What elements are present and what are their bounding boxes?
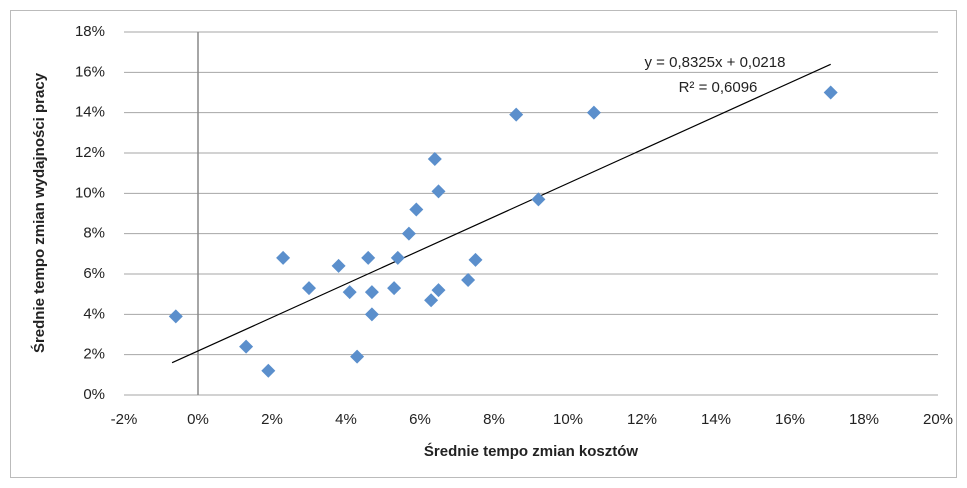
point (424, 293, 439, 308)
x-tick-label: -2% (111, 411, 138, 428)
point (509, 107, 524, 122)
x-tick-label: 20% (923, 411, 953, 428)
point (409, 202, 424, 217)
x-tick-label: 10% (553, 411, 583, 428)
x-tick-label: 2% (261, 411, 283, 428)
x-tick-label: 18% (849, 411, 879, 428)
r-squared: R² = 0,6096 (679, 79, 758, 96)
point (390, 250, 405, 265)
x-tick-label: 14% (701, 411, 731, 428)
y-tick-label: 2% (83, 346, 105, 363)
x-tick-label: 8% (483, 411, 505, 428)
y-axis-label: Średnie tempo zmian wydajności pracy (30, 72, 48, 353)
trend-equation: y = 0,8325x + 0,0218 (645, 54, 786, 71)
point (361, 250, 376, 265)
point (168, 309, 183, 324)
point (531, 192, 546, 207)
point (364, 285, 379, 300)
point (401, 226, 416, 241)
point (302, 281, 316, 296)
point (364, 307, 379, 322)
point (387, 281, 402, 296)
point (823, 85, 838, 100)
x-tick-label: 12% (627, 411, 657, 428)
x-tick-label: 4% (335, 411, 357, 428)
y-tick-label: 4% (83, 305, 105, 322)
point (427, 152, 442, 167)
point (586, 105, 601, 120)
point (276, 250, 291, 265)
x-tick-label: 0% (187, 411, 209, 428)
y-tick-label: 8% (83, 225, 105, 242)
point (331, 258, 346, 273)
trendline (171, 63, 831, 364)
point (261, 363, 276, 378)
point (431, 283, 446, 298)
point (350, 349, 365, 364)
chart-border (10, 10, 957, 478)
point (342, 285, 357, 300)
y-tick-label: 0% (83, 386, 105, 403)
point (468, 252, 483, 267)
point (239, 339, 254, 354)
y-tick-label: 6% (83, 265, 105, 282)
x-tick-label: 6% (409, 411, 431, 428)
y-tick-label: 12% (75, 144, 105, 161)
point (461, 273, 476, 288)
y-tick-label: 10% (75, 184, 105, 201)
y-tick-label: 18% (75, 23, 105, 40)
x-axis-label: Średnie tempo zmian kosztów (424, 442, 639, 460)
y-tick-label: 14% (75, 104, 105, 121)
point (431, 184, 446, 199)
x-tick-label: 16% (775, 411, 805, 428)
y-tick-label: 16% (75, 63, 105, 80)
